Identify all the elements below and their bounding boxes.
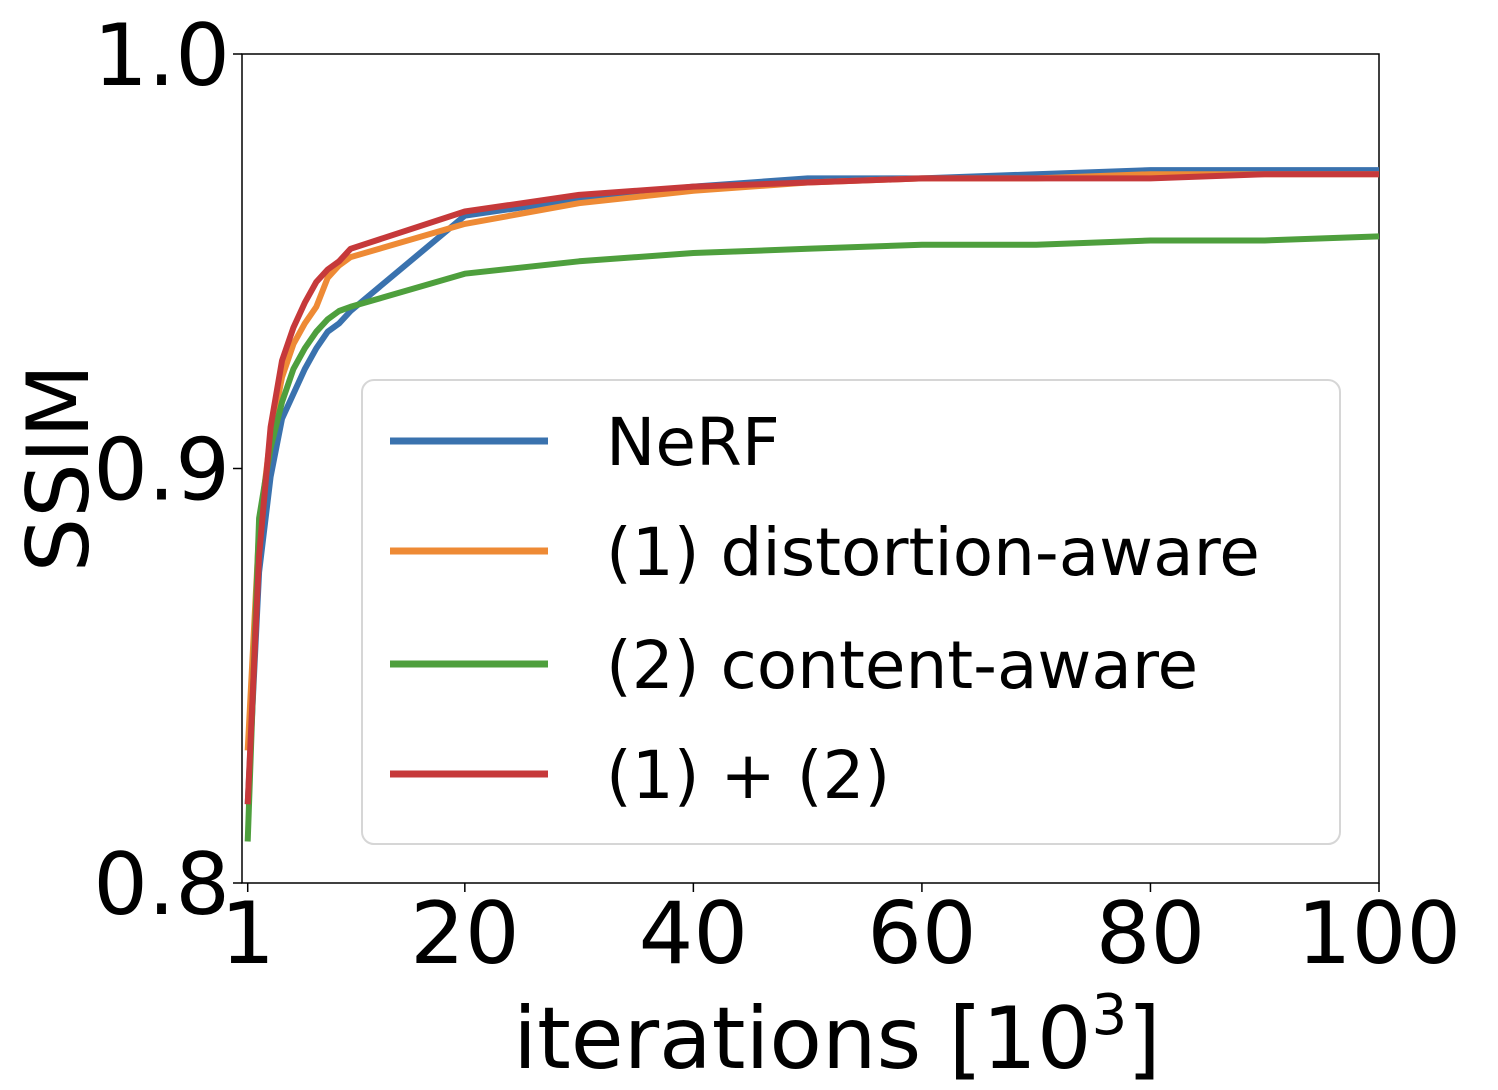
legend-label: (2) content-aware	[606, 627, 1198, 704]
x-tick-label: 20	[410, 884, 519, 984]
x-tick-label: 60	[867, 884, 976, 984]
series-line	[244, 167, 1379, 805]
legend-box	[361, 379, 1341, 845]
legend: NeRF (1) distortion-aware (2) content-awar…	[361, 379, 1341, 845]
x-tick-label: 80	[1096, 884, 1205, 984]
y-axis-title: SSIM	[9, 364, 109, 573]
legend-label: (1) distortion-aware	[606, 514, 1260, 591]
legend-label: NeRF	[606, 404, 780, 481]
x-axis-title: iterations [103]	[513, 983, 1161, 1089]
y-tick-label: 0.9	[93, 421, 230, 521]
axes: 1 20 40 60 80 100 0.8 0.9 1.0 iterations [103] SSI…	[9, 6, 1461, 1089]
series-line	[244, 233, 1380, 842]
x-tick-label: 100	[1297, 884, 1461, 984]
x-tick-label: 40	[639, 884, 748, 984]
y-tick-label: 1.0	[93, 6, 230, 106]
series-lines	[244, 167, 1380, 842]
legend-label: (1) + (2)	[606, 737, 890, 814]
y-tick-label: 0.8	[93, 835, 230, 935]
x-tick-label: 1	[220, 884, 275, 984]
series-line	[244, 171, 1379, 805]
